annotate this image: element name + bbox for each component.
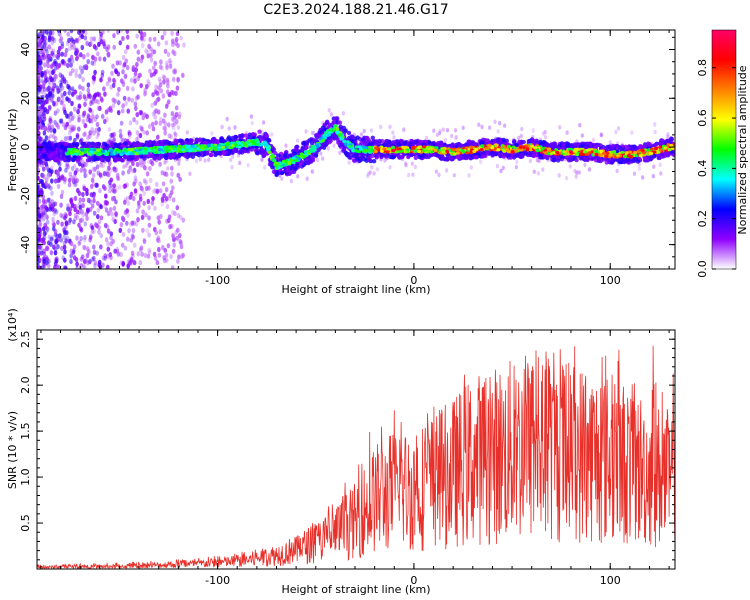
spectrogram-frame [36,29,676,270]
x-tick-label: 0 [410,574,417,587]
y-tick-label: -40 [19,236,32,254]
y-tick-label: 0 [19,144,32,151]
snr-x-axis-label: Height of straight line (km) [281,583,430,596]
colorbar-tick-label: 0.2 [696,210,709,228]
spectrogram-y-axis-label: Frequency (Hz) [6,109,19,192]
y-tick-label: -20 [19,187,32,205]
colorbar-tick-label: 0.0 [696,260,709,278]
colorbar-gradient [711,29,737,270]
x-tick-label: 100 [600,274,621,287]
x-tick-label: -100 [205,274,230,287]
colorbar-label: Normalized spectral amplitude [736,65,749,234]
y-tick-label: 2.5 [19,330,32,348]
y-tick-label: 2.0 [19,376,32,394]
y-tick-label: 40 [19,43,32,57]
colorbar-tick-label: 0.8 [696,59,709,77]
spectrogram-ticks: -100 0 100 -40 -20 0 20 40 [19,30,675,287]
colorbar: 0.0 0.2 0.4 0.6 0.8 Normalized spectral ampl… [696,29,749,278]
spectrogram-heatmap [37,30,675,269]
x-tick-label: -100 [205,574,230,587]
snr-ticks: -100 0 100 0.5 1.0 1.5 2.0 2.5 [19,330,675,587]
colorbar-tick-label: 0.6 [696,109,709,127]
snr-y-multiplier: (x10⁴) [6,308,19,342]
y-tick-label: 0.5 [19,514,32,532]
snr-panel: -100 0 100 0.5 1.0 1.5 2.0 2.5 Height of straig… [6,308,676,596]
figure-title: C2E3.2024.188.21.46.G17 [263,2,448,18]
snr-y-axis-label: SNR (10 * v/v) [6,411,19,489]
y-tick-label: 1.5 [19,422,32,440]
x-tick-label: 100 [600,574,621,587]
x-tick-label: 0 [410,274,417,287]
colorbar-tick-label: 0.4 [696,160,709,178]
spectrogram-panel: -100 0 100 -40 -20 0 20 40 Height of straight l… [6,29,676,296]
spectrogram-x-axis-label: Height of straight line (km) [281,283,430,296]
snr-series-line [37,345,675,569]
y-tick-label: 20 [19,91,32,105]
colorbar-ticks: 0.0 0.2 0.4 0.6 0.8 [696,59,736,278]
y-tick-label: 1.0 [19,468,32,486]
